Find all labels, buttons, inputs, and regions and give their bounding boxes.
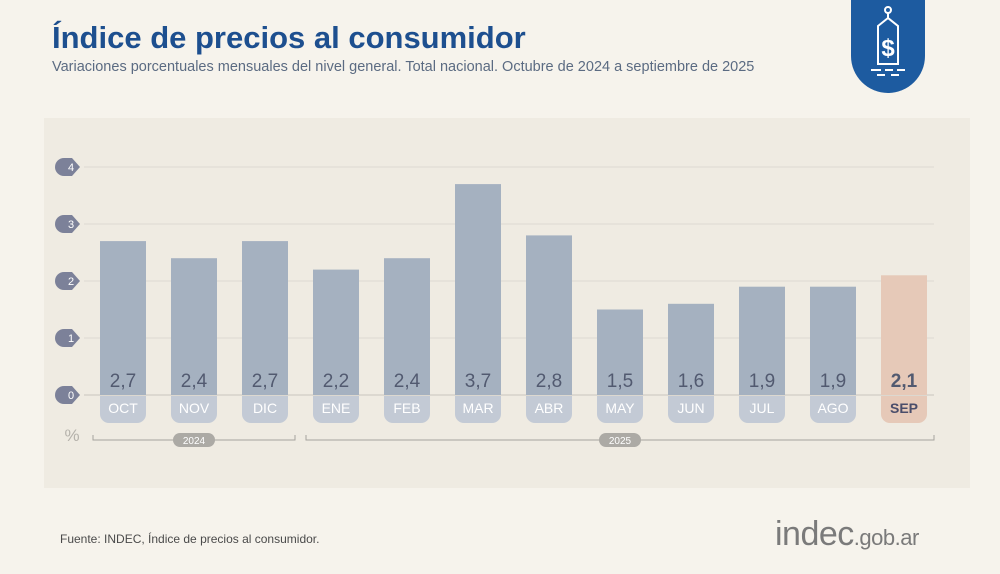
category-pill [810, 396, 856, 423]
year-pill [599, 433, 641, 447]
logo-main: indec [775, 515, 854, 553]
category-pill [881, 396, 927, 423]
category-label: SEP [890, 400, 918, 416]
svg-text:$: $ [881, 35, 895, 62]
category-label: OCT [108, 400, 138, 416]
category-label: NOV [179, 400, 210, 416]
y-tick-label: 3 [68, 219, 74, 231]
y-tick-label: 2 [68, 276, 74, 288]
value-label: 1,9 [749, 371, 775, 392]
category-label: MAY [605, 400, 635, 416]
category-label: AGO [817, 400, 848, 416]
y-tick-bubble [55, 386, 80, 404]
category-pill [597, 396, 643, 423]
category-pill [526, 396, 572, 423]
value-label: 1,5 [607, 371, 633, 392]
chart-panel: 0 1 2 3 4% OCT 2,7 NOV 2,4 DIC 2,7 ENE 2,2 FEB 2,4 MAR 3… [44, 118, 970, 488]
bar-ene [313, 269, 359, 395]
category-pill [384, 396, 430, 423]
value-label: 1,6 [678, 371, 704, 392]
year-pill [173, 433, 215, 447]
category-label: MAR [462, 400, 493, 416]
category-pill [739, 396, 785, 423]
bar-jul [739, 286, 785, 395]
source-note: Fuente: INDEC, Índice de precios al cons… [60, 532, 320, 546]
category-label: ABR [535, 400, 564, 416]
category-label: ENE [322, 400, 351, 416]
bar-oct [100, 241, 146, 395]
y-tick-bubble [55, 272, 80, 290]
bar-dic [242, 241, 288, 395]
bar-ago [810, 286, 856, 395]
year-label: 2024 [183, 436, 206, 447]
value-label: 2,7 [252, 371, 278, 392]
category-label: DIC [253, 400, 277, 416]
bar-abr [526, 235, 572, 395]
y-tick-label: 1 [68, 333, 74, 345]
indec-logo[interactable]: indec.gob.ar [775, 515, 919, 554]
value-label: 1,9 [820, 371, 846, 392]
logo-suffix: .gob.ar [853, 525, 920, 550]
category-pill [455, 396, 501, 423]
value-label: 2,4 [181, 371, 208, 392]
value-label: 2,4 [394, 371, 421, 392]
category-label: JUL [750, 400, 775, 416]
bar-sep [881, 275, 927, 395]
y-tick-label: 4 [68, 162, 74, 174]
category-pill [668, 396, 714, 423]
bar-chart: 0 1 2 3 4% OCT 2,7 NOV 2,4 DIC 2,7 ENE 2,2 FEB 2,4 MAR 3… [55, 158, 935, 447]
category-label: JUN [677, 400, 704, 416]
category-label: FEB [393, 400, 420, 416]
value-label: 2,7 [110, 371, 136, 392]
bar-jun [668, 303, 714, 395]
y-axis-label: % [64, 426, 79, 445]
value-label: 2,1 [891, 371, 918, 392]
bar-feb [384, 258, 430, 395]
category-pill [242, 396, 288, 423]
chart-subtitle: Variaciones porcentuales mensuales del n… [52, 59, 755, 75]
chart-title: Índice de precios al consumidor [52, 20, 526, 55]
y-tick-bubble [55, 158, 80, 176]
bar-nov [171, 258, 217, 395]
bar-mar [455, 184, 501, 395]
price-tag-dollar-icon: $ [851, 0, 925, 93]
y-tick-bubble [55, 329, 80, 347]
category-pill [171, 396, 217, 423]
category-pill [313, 396, 359, 423]
year-label: 2025 [609, 436, 632, 447]
value-label: 2,2 [323, 371, 349, 392]
bar-may [597, 309, 643, 395]
value-label: 2,8 [536, 371, 562, 392]
category-pill [100, 396, 146, 423]
value-label: 3,7 [465, 371, 491, 392]
y-tick-bubble [55, 215, 80, 233]
y-tick-label: 0 [68, 390, 74, 402]
